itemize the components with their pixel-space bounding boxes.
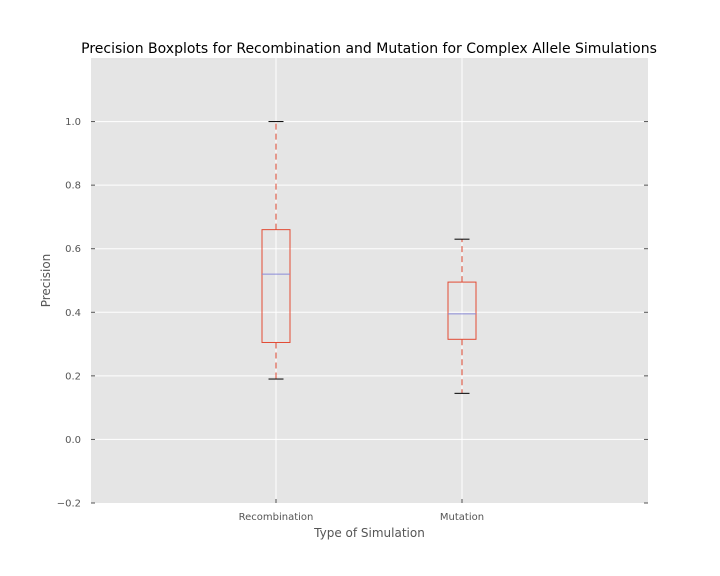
tick-marks [91, 121, 648, 504]
y-tick-label: 0.8 [65, 181, 81, 192]
x-tick-label: Recombination [239, 512, 314, 523]
y-axis-label: Precision [39, 254, 53, 308]
box-recombination [261, 121, 291, 380]
y-tick-label: 0.6 [65, 244, 81, 255]
iqr-box [447, 281, 477, 340]
x-axis-label: Type of Simulation [313, 526, 425, 540]
iqr-box [261, 229, 291, 343]
y-tick-label: 0.0 [65, 435, 81, 446]
grid-lines [91, 58, 648, 503]
plot-area [91, 58, 648, 503]
y-tick-label: 1.0 [65, 117, 81, 128]
y-tick-label: −0.2 [57, 499, 81, 510]
boxes [261, 121, 477, 394]
chart-title: Precision Boxplots for Recombination and… [81, 41, 657, 57]
tick-labels: −0.2 0.0 0.2 0.4 0.6 0.8 1.0 Recombination Mutat… [57, 117, 484, 523]
x-tick-label: Mutation [440, 512, 484, 523]
y-tick-label: 0.2 [65, 371, 81, 382]
y-tick-label: 0.4 [65, 308, 81, 319]
box-mutation [447, 238, 477, 394]
